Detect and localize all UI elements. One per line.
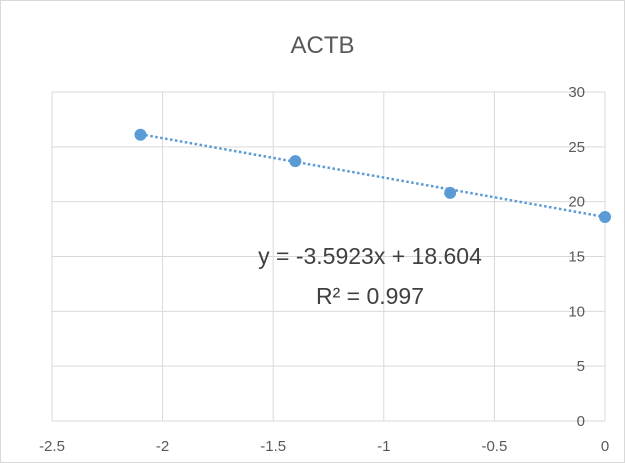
y-tick-label: 20: [568, 194, 585, 211]
y-tick-label: 15: [568, 249, 585, 266]
y-tick-label: 10: [568, 303, 585, 320]
x-tick-label: -2: [156, 438, 169, 455]
x-tick-label: -1: [377, 438, 390, 455]
y-tick-label: 25: [568, 139, 585, 156]
data-points: [134, 128, 611, 224]
x-tick-label: -1.5: [260, 438, 286, 455]
x-tick-label: -0.5: [481, 438, 507, 455]
data-point: [134, 128, 147, 141]
data-point: [444, 186, 457, 199]
r-squared-label: R² = 0.997: [316, 283, 424, 309]
y-tick-label: 5: [577, 358, 585, 375]
data-point: [599, 211, 611, 224]
gridlines: [51, 91, 606, 422]
y-tick-label: 0: [577, 413, 585, 430]
x-tick-label: 0: [601, 438, 609, 455]
x-tick-label: -2.5: [39, 438, 65, 455]
x-axis-tick-labels: -2.5 -2 -1.5 -1 -0.5 0: [39, 438, 609, 455]
trendline-equation: y = -3.5923x + 18.604: [258, 243, 482, 269]
data-point: [289, 155, 302, 168]
chart-title: ACTB: [290, 32, 355, 59]
trendline: [140, 133, 606, 219]
trendline-group: [140, 133, 606, 219]
y-tick-label: 30: [568, 84, 585, 101]
y-axis-tick-labels: 0 5 10 15 20 25 30: [568, 84, 585, 430]
